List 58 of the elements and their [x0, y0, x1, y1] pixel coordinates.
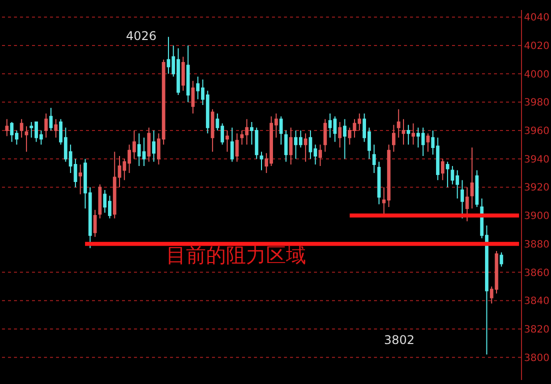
y-tick-label: 3860: [524, 268, 550, 279]
candlestick: [181, 56, 185, 92]
candlestick: [93, 209, 97, 238]
candlestick: [440, 158, 444, 181]
candlestick: [78, 164, 82, 195]
candlestick: [338, 121, 342, 148]
annotation: 目前的阻力区域: [166, 243, 306, 267]
candlestick: [426, 132, 430, 152]
candlestick: [260, 151, 264, 171]
candlestick: [465, 186, 469, 222]
candlestick: [372, 144, 376, 174]
candlestick: [226, 130, 229, 152]
y-tick-label: 3840: [524, 296, 550, 308]
candlestick: [377, 161, 381, 205]
candlestick: [49, 107, 53, 131]
candlestick: [24, 126, 28, 152]
y-tick-label: 3940: [524, 154, 550, 166]
candlestick: [44, 112, 48, 138]
candlestick: [20, 118, 24, 138]
y-tick-label: 3960: [524, 126, 550, 137]
candlestick: [230, 127, 234, 162]
candlestick: [412, 122, 415, 146]
candlestick: [279, 116, 283, 146]
candlestick: [98, 184, 102, 219]
candlestick: [402, 118, 406, 146]
candlestick: [470, 147, 474, 209]
candlestick: [191, 80, 195, 114]
y-tick-label: 3980: [524, 98, 550, 109]
y-tick-label: 4020: [524, 40, 550, 52]
candlestick: [304, 132, 308, 162]
candlestick: [289, 127, 293, 166]
y-tick-label: 4040: [524, 12, 550, 24]
candlestick: [323, 118, 327, 152]
candlestick: [54, 118, 58, 138]
candlestick: [147, 127, 151, 162]
candlestick: [284, 130, 288, 162]
candlestick: [396, 108, 400, 138]
candlestick: [406, 124, 410, 146]
y-tick-label: 3800: [524, 352, 550, 364]
y-tick-label: 3880: [524, 239, 550, 250]
y-tick-label: 3820: [524, 324, 550, 336]
candlestick: [460, 180, 464, 219]
candlestick: [446, 161, 450, 188]
candlestick: [210, 108, 214, 152]
y-tick-label: 4000: [524, 69, 550, 80]
candlestick: [392, 124, 396, 152]
candlestick: [318, 144, 322, 166]
candlestick: [152, 130, 156, 162]
candlestick: [235, 132, 239, 162]
annotation: 4026: [126, 29, 157, 43]
candlestick: [475, 170, 479, 208]
y-tick-label: 3900: [524, 211, 550, 222]
candlestick: [500, 252, 504, 268]
annotation: 3802: [384, 333, 415, 347]
candlestick: [5, 118, 9, 137]
candlestick: [343, 118, 346, 160]
y-tick-label: 3920: [524, 182, 550, 194]
candlestick: [186, 44, 190, 103]
